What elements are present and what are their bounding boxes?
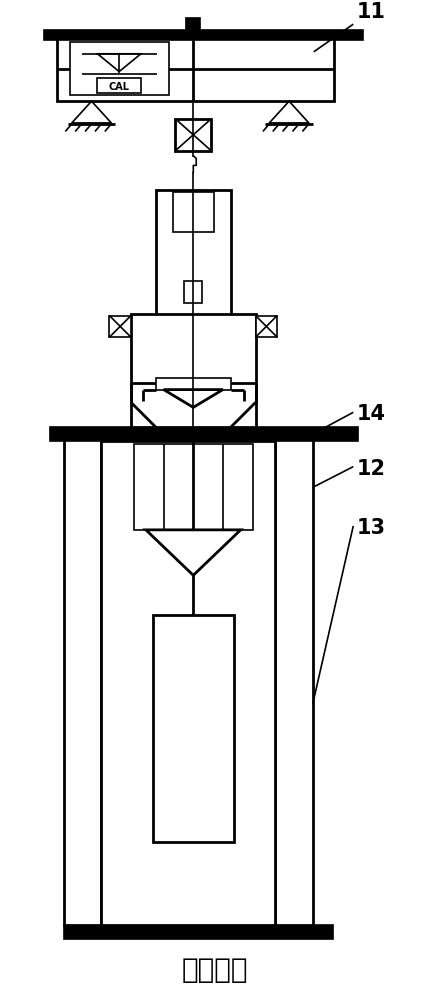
Text: 14: 14 [356, 404, 384, 424]
Bar [44, 30, 362, 40]
Bar [109, 316, 131, 337]
Polygon shape [145, 530, 240, 575]
Text: 第一档位: 第一档位 [181, 956, 248, 984]
Text: 12: 12 [356, 459, 384, 479]
Bar [64, 437, 101, 925]
Bar [175, 119, 211, 151]
Bar [155, 190, 230, 427]
Bar [64, 925, 332, 939]
Polygon shape [97, 54, 141, 72]
Bar [155, 378, 230, 390]
Bar [131, 314, 255, 427]
Bar [97, 78, 141, 93]
Bar [134, 444, 252, 530]
Bar [50, 427, 357, 441]
Text: 13: 13 [356, 518, 384, 538]
Polygon shape [163, 390, 222, 407]
Bar [70, 42, 168, 95]
Bar [172, 192, 214, 232]
Bar [152, 615, 233, 842]
Bar [57, 37, 333, 101]
Text: 11: 11 [356, 2, 384, 22]
Text: CAL: CAL [108, 82, 129, 92]
Bar [101, 441, 275, 925]
Bar [255, 316, 276, 337]
Bar [275, 437, 312, 925]
Bar [184, 281, 202, 303]
Bar [186, 18, 200, 30]
